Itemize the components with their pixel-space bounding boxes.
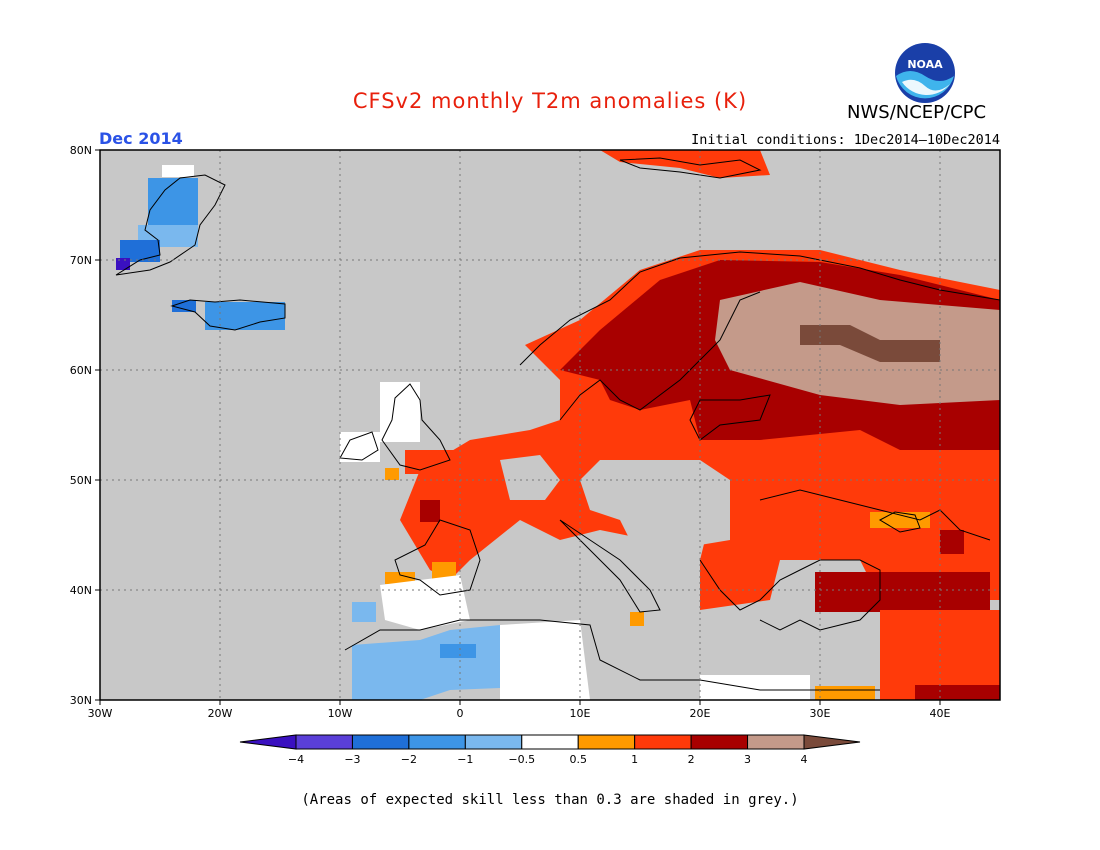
coastlines [115, 157, 1000, 691]
lat-label: 40N [70, 584, 92, 597]
logo-text: NOAA [907, 58, 943, 71]
colorbar-swatch [577, 734, 636, 750]
colorbar-swatch [690, 734, 749, 750]
colorbar-swatch [634, 734, 692, 750]
colorbar-swatch [408, 734, 466, 750]
colorbar-tick-label: −2 [401, 753, 417, 766]
map-frame [99, 149, 1001, 701]
colorbar-swatch [295, 734, 353, 750]
colorbar-tick-label: 1 [631, 753, 638, 766]
colorbar-tick-label: −4 [288, 753, 304, 766]
colorbar-swatch [747, 734, 805, 750]
colorbar-tick-label: −3 [344, 753, 360, 766]
map-gridlines [100, 150, 1000, 700]
noaa-logo-icon: NOAA [895, 43, 955, 103]
lat-label: 80N [70, 144, 92, 157]
lon-label: 40E [930, 707, 951, 720]
lat-label: 70N [70, 254, 92, 267]
colorbar-swatch [521, 734, 579, 750]
colorbar-tick-label: 3 [744, 753, 751, 766]
chart-title: CFSv2 monthly T2m anomalies (K) [352, 89, 748, 113]
colorbar-swatch [464, 734, 523, 750]
colorbar-tick-label: −1 [457, 753, 473, 766]
lon-label: 30E [810, 707, 831, 720]
colorbar-tick-label: 2 [688, 753, 695, 766]
colorbar-tick-label: 4 [801, 753, 808, 766]
initial-conditions-label: Initial conditions: 1Dec2014—10Dec2014 [691, 132, 1000, 148]
lon-label: 0 [457, 707, 464, 720]
lon-label: 20W [208, 707, 233, 720]
colorbar-swatch [803, 734, 861, 750]
map-ticks [95, 149, 941, 705]
lat-label: 60N [70, 364, 92, 377]
forecast-month-label: Dec 2014 [99, 129, 183, 148]
colorbar-swatch [351, 734, 410, 750]
agency-label: NWS/NCEP/CPC [847, 102, 987, 123]
lon-label: 30W [88, 707, 113, 720]
colorbar-tick-label: 0.5 [569, 753, 587, 766]
lat-label: 50N [70, 474, 92, 487]
lon-label: 10E [570, 707, 591, 720]
skill-footnote: (Areas of expected skill less than 0.3 a… [301, 792, 799, 808]
lon-label: 20E [690, 707, 711, 720]
lon-label: 10W [328, 707, 353, 720]
colorbar-swatch [239, 734, 297, 750]
colorbar-tick-label: −0.5 [508, 753, 535, 766]
colorbar: −4 −3 −2 −1 −0.5 0.5 1 2 3 4 [239, 734, 861, 766]
lat-label: 30N [70, 694, 92, 707]
anomaly-shading [116, 150, 1000, 700]
